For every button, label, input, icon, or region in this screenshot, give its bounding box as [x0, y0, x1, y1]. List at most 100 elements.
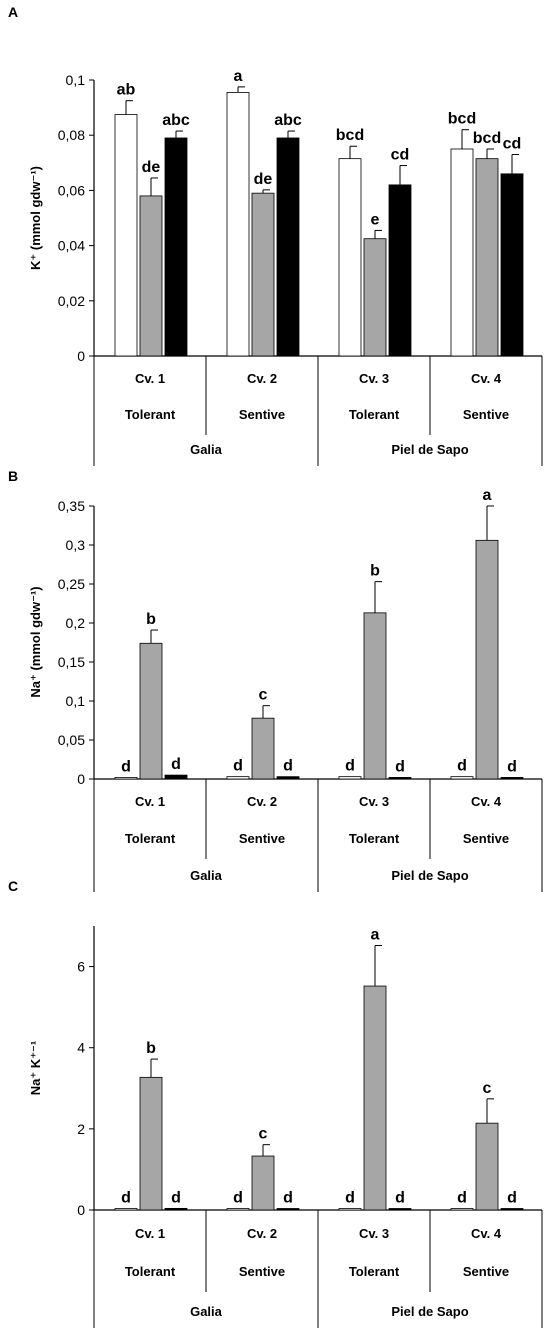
- significance-letter: d: [507, 758, 517, 775]
- bar: [251, 717, 275, 780]
- category-label: Cv. 4: [471, 1226, 502, 1241]
- category-label: Cv. 3: [359, 794, 389, 809]
- bar: [226, 776, 250, 780]
- significance-letter: d: [121, 758, 131, 775]
- significance-letter: d: [283, 1190, 293, 1207]
- y-tick-label: 0,08: [58, 127, 85, 143]
- bar: [251, 192, 275, 357]
- significance-letter: ab: [117, 82, 136, 99]
- category-label: Cv. 4: [471, 794, 502, 809]
- y-tick-label: 2: [77, 1121, 85, 1137]
- significance-letter: d: [457, 1190, 467, 1207]
- bar: [226, 1208, 250, 1211]
- bar: [338, 158, 362, 357]
- category-group-label: Sentive: [463, 407, 509, 422]
- bar: [164, 1207, 188, 1211]
- bar: [276, 137, 300, 357]
- bar: [450, 776, 474, 780]
- significance-letter: bcd: [473, 130, 501, 147]
- y-tick-label: 0,3: [66, 537, 86, 553]
- significance-letter: abc: [162, 112, 190, 129]
- significance-letter: a: [234, 68, 243, 85]
- y-tick-label: 0,1: [66, 72, 86, 88]
- y-tick-label: 0,1: [66, 693, 86, 709]
- significance-letter: bcd: [336, 127, 364, 144]
- y-tick-label: 0,35: [58, 498, 85, 514]
- category-label: Cv. 2: [247, 371, 277, 386]
- category-group-label: Tolerant: [125, 831, 176, 846]
- category-group-label: Sentive: [239, 1264, 285, 1279]
- type-group-label: Galia: [190, 442, 223, 457]
- significance-letter: a: [483, 487, 492, 504]
- category-group-label: Tolerant: [349, 1264, 400, 1279]
- y-tick-label: 0,06: [58, 182, 85, 198]
- bar: [500, 777, 524, 780]
- bar: [164, 137, 188, 357]
- bar: [475, 1122, 499, 1211]
- significance-letter: d: [345, 758, 355, 775]
- category-group-label: Tolerant: [125, 407, 176, 422]
- category-label: Cv. 1: [135, 371, 165, 386]
- y-tick-label: 0,15: [58, 654, 85, 670]
- panel-letter: A: [8, 4, 18, 20]
- bar: [388, 184, 412, 357]
- category-label: Cv. 1: [135, 1226, 165, 1241]
- significance-letter: d: [395, 1190, 405, 1207]
- category-group-label: Sentive: [463, 1264, 509, 1279]
- category-group-label: Sentive: [463, 831, 509, 846]
- bar: [251, 1155, 275, 1211]
- significance-letter: e: [371, 211, 380, 228]
- significance-letter: d: [233, 758, 243, 775]
- significance-letter: c: [259, 687, 268, 704]
- category-group-label: Tolerant: [349, 407, 400, 422]
- bar: [475, 539, 499, 780]
- bar: [139, 642, 163, 780]
- bar: [226, 92, 250, 357]
- y-axis-label: Na⁺ (mmol gdw⁻¹): [28, 586, 43, 697]
- significance-letter: abc: [274, 112, 302, 129]
- category-label: Cv. 3: [359, 371, 389, 386]
- y-tick-label: 0,2: [66, 615, 86, 631]
- category-label: Cv. 2: [247, 1226, 277, 1241]
- significance-letter: cd: [503, 136, 522, 153]
- y-tick-label: 0: [77, 348, 85, 364]
- type-group-label: Piel de Sapo: [391, 1304, 468, 1319]
- bar: [114, 777, 138, 780]
- y-tick-label: 0: [77, 771, 85, 787]
- y-tick-label: 6: [77, 959, 85, 975]
- significance-letter: d: [395, 758, 405, 775]
- significance-letter: d: [171, 756, 181, 773]
- category-label: Cv. 4: [471, 371, 502, 386]
- panel-letter: B: [8, 468, 18, 484]
- significance-letter: d: [457, 758, 467, 775]
- panel-letter: C: [8, 878, 18, 894]
- significance-letter: b: [370, 563, 380, 580]
- chart-panel-c: C 0 2 4 6 Na⁺ K⁺⁻¹ Cv. 1 Tolerant Cv. 2 Sentive Cv…: [8, 878, 543, 1328]
- y-tick-label: 0: [77, 1202, 85, 1218]
- y-tick-label: 4: [77, 1040, 85, 1056]
- bar: [363, 238, 387, 357]
- bar: [114, 114, 138, 357]
- significance-letter: de: [142, 159, 161, 176]
- bar: [276, 1208, 300, 1211]
- type-group-label: Piel de Sapo: [391, 442, 468, 457]
- significance-letter: a: [371, 926, 380, 943]
- bar: [363, 612, 387, 780]
- type-group-label: Piel de Sapo: [391, 868, 468, 883]
- category-label: Cv. 2: [247, 794, 277, 809]
- y-axis-label: Na⁺ K⁺⁻¹: [28, 1041, 43, 1096]
- bar: [500, 1208, 524, 1211]
- category-group-label: Sentive: [239, 831, 285, 846]
- category-group-label: Tolerant: [125, 1264, 176, 1279]
- significance-letter: d: [507, 1190, 517, 1207]
- bar: [338, 776, 362, 780]
- y-axis-label: K⁺ (mmol gdw⁻¹): [28, 166, 43, 270]
- bar: [164, 774, 188, 780]
- category-group-label: Tolerant: [349, 831, 400, 846]
- significance-letter: b: [146, 611, 156, 628]
- chart-panel-b: B 0 0,05 0,1 0,15 0,2 0,25 0,3 0,35 Na⁺ (mmol gdw…: [8, 468, 543, 892]
- bar: [139, 1076, 163, 1211]
- bar: [388, 1208, 412, 1211]
- bar: [500, 173, 524, 357]
